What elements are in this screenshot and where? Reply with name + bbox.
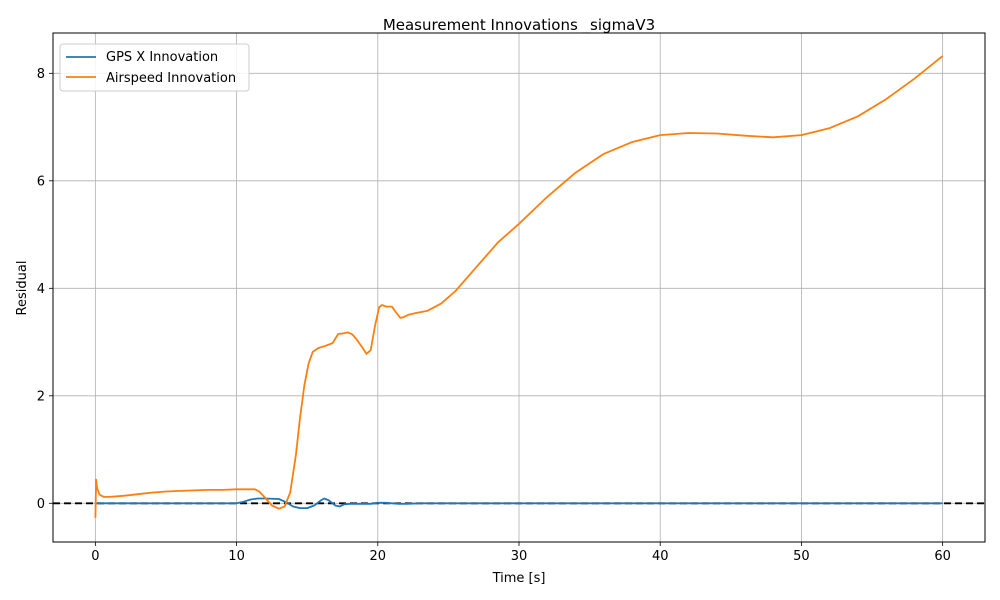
x-axis-label: Time [s]: [492, 571, 546, 586]
x-tick-label: 30: [511, 549, 528, 564]
chart-title: Measurement Innovations _sigmaV3: [383, 16, 655, 35]
series-line-gps-x-innovation: [95, 497, 943, 510]
x-tick-label: 60: [934, 549, 951, 564]
x-tick-label: 20: [370, 549, 387, 564]
x-tick-label: 10: [228, 549, 245, 564]
y-tick-label: 4: [37, 282, 45, 297]
legend: GPS X Innovation Airspeed Innovation: [59, 43, 250, 92]
x-tick-label: 40: [652, 549, 669, 564]
y-tick-label: 0: [37, 497, 45, 512]
y-tick-label: 8: [37, 67, 45, 82]
y-axis-ticks: 0 2 4 6 8: [37, 67, 53, 512]
legend-box: [59, 43, 250, 92]
x-axis-ticks: 0 10 20 30 40 50 60: [91, 542, 951, 564]
x-tick-label: 0: [91, 549, 99, 564]
legend-label-airspeed: Airspeed Innovation: [106, 71, 236, 86]
series-layer: [94, 55, 944, 518]
y-tick-label: 2: [37, 389, 45, 404]
y-axis-label: Residual: [15, 261, 30, 316]
x-tick-label: 50: [793, 549, 810, 564]
y-tick-label: 6: [37, 174, 45, 189]
series-line-airspeed-innovation: [94, 55, 944, 518]
legend-label-gps-x: GPS X Innovation: [106, 50, 218, 65]
